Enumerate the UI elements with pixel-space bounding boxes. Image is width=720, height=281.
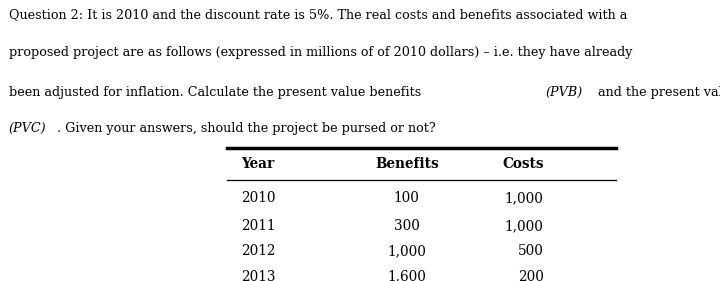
Text: Year: Year [241,157,274,171]
Text: Costs: Costs [502,157,544,171]
Text: 300: 300 [394,219,420,233]
Text: . Given your answers, should the project be pursed or not?: . Given your answers, should the project… [57,122,436,135]
Text: Benefits: Benefits [375,157,438,171]
Text: (PVC): (PVC) [9,122,46,135]
Text: 1,000: 1,000 [505,219,544,233]
Text: 2013: 2013 [241,270,276,281]
Text: proposed project are as follows (expressed in millions of of 2010 dollars) – i.e: proposed project are as follows (express… [9,46,632,59]
Text: 1,600: 1,600 [387,270,426,281]
Text: and the present value costs: and the present value costs [594,86,720,99]
Text: 2010: 2010 [241,191,276,205]
Text: 2012: 2012 [241,244,276,259]
Text: 100: 100 [394,191,420,205]
Text: (PVB): (PVB) [546,86,583,99]
Text: 1,000: 1,000 [505,191,544,205]
Text: 2011: 2011 [241,219,276,233]
Text: Question 2: It is 2010 and the discount rate is 5%. The real costs and benefits : Question 2: It is 2010 and the discount … [9,8,627,21]
Text: 200: 200 [518,270,544,281]
Text: 500: 500 [518,244,544,259]
Text: 1,000: 1,000 [387,244,426,259]
Text: been adjusted for inflation. Calculate the present value benefits: been adjusted for inflation. Calculate t… [9,86,425,99]
